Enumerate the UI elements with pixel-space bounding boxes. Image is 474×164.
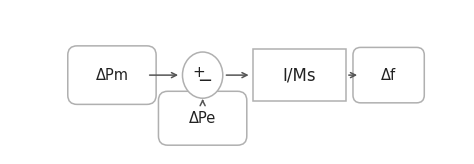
FancyBboxPatch shape (158, 91, 247, 145)
Text: ΔPe: ΔPe (189, 111, 216, 126)
FancyBboxPatch shape (68, 46, 156, 104)
Text: −: − (197, 72, 212, 90)
Text: I/Ms: I/Ms (283, 66, 316, 84)
Text: +: + (192, 65, 205, 80)
Text: Δf: Δf (381, 68, 396, 83)
Text: ΔPm: ΔPm (95, 68, 128, 83)
FancyBboxPatch shape (353, 47, 424, 103)
Ellipse shape (182, 52, 223, 98)
Bar (253, 49, 346, 101)
